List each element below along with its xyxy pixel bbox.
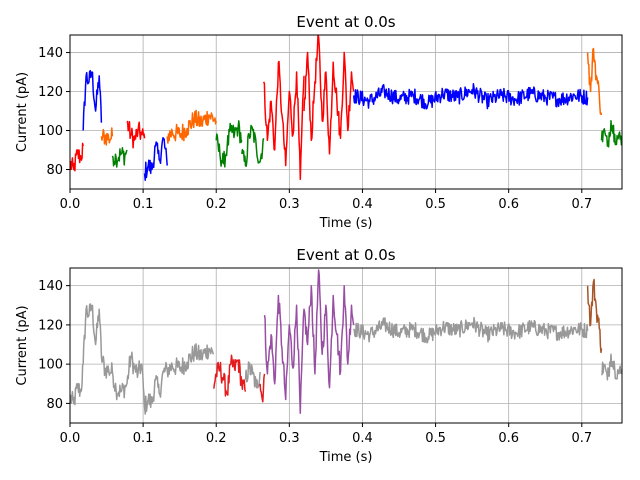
x-axis-label: Time (s) bbox=[319, 450, 373, 465]
x-tick-label: 0.0 bbox=[60, 197, 81, 212]
chart-panel-1: 0.0 0.1 0.2 0.3 0.4 0.5 0.6 0.7 80 100 120 140 Event… bbox=[15, 13, 623, 231]
series-trace-8 bbox=[215, 120, 243, 168]
series-trace-9 bbox=[241, 124, 265, 167]
series-trace-1 bbox=[70, 142, 84, 172]
y-tick-label: 100 bbox=[38, 358, 63, 373]
x-tick-label: 0.3 bbox=[279, 197, 300, 212]
series-trace-6 bbox=[353, 316, 589, 344]
series-trace-3 bbox=[100, 127, 114, 146]
series-trace-4 bbox=[111, 147, 128, 168]
series-trace-11 bbox=[303, 35, 355, 155]
y-tick-label: 120 bbox=[38, 85, 63, 100]
x-tick-label: 0.1 bbox=[133, 431, 154, 446]
series-trace-4 bbox=[259, 373, 266, 403]
y-axis-label: Current (pA) bbox=[15, 305, 30, 385]
x-tick-label: 0.4 bbox=[352, 197, 373, 212]
x-tick-label: 0.4 bbox=[352, 431, 373, 446]
series-trace-3 bbox=[244, 361, 261, 389]
series-trace-2 bbox=[212, 354, 247, 397]
x-tick-label: 0.1 bbox=[133, 197, 154, 212]
x-tick-label: 0.6 bbox=[498, 197, 519, 212]
y-axis-label: Current (pA) bbox=[15, 72, 30, 152]
chart-title: Event at 0.0s bbox=[296, 246, 395, 264]
plot-frame bbox=[69, 267, 623, 424]
y-tick-label: 80 bbox=[46, 397, 63, 412]
series-trace-13 bbox=[586, 47, 603, 116]
x-tick-label: 0.2 bbox=[206, 197, 227, 212]
series-trace-2 bbox=[82, 69, 103, 131]
series-trace-5 bbox=[126, 120, 146, 149]
chart-title: Event at 0.0s bbox=[296, 13, 395, 31]
x-tick-label: 0.0 bbox=[60, 431, 81, 446]
series-trace-6 bbox=[143, 137, 168, 181]
x-tick-label: 0.7 bbox=[571, 197, 592, 212]
x-tick-label: 0.3 bbox=[279, 431, 300, 446]
plot-frame bbox=[69, 34, 623, 190]
y-tick-label: 80 bbox=[46, 163, 63, 178]
x-axis-label: Time (s) bbox=[319, 216, 373, 231]
series-trace-5 bbox=[263, 269, 355, 414]
y-tick-label: 140 bbox=[38, 46, 63, 61]
y-tick-label: 140 bbox=[38, 279, 63, 294]
series-trace-14 bbox=[600, 120, 622, 148]
x-tick-label: 0.7 bbox=[571, 431, 592, 446]
series-trace-12 bbox=[352, 83, 589, 110]
x-tick-label: 0.6 bbox=[498, 431, 519, 446]
series-trace-7 bbox=[166, 109, 217, 144]
x-tick-label: 0.5 bbox=[425, 197, 446, 212]
x-tick-label: 0.5 bbox=[425, 431, 446, 446]
y-tick-label: 100 bbox=[38, 124, 63, 139]
series-trace-10 bbox=[263, 60, 305, 181]
y-tick-label: 120 bbox=[38, 318, 63, 333]
chart-panel-2: 0.0 0.1 0.2 0.3 0.4 0.5 0.6 0.7 80 100 120 140 Event… bbox=[15, 246, 623, 465]
series-trace-8 bbox=[600, 353, 622, 381]
series-trace-1 bbox=[70, 303, 215, 415]
series-trace-7 bbox=[586, 278, 603, 354]
x-tick-label: 0.2 bbox=[206, 431, 227, 446]
